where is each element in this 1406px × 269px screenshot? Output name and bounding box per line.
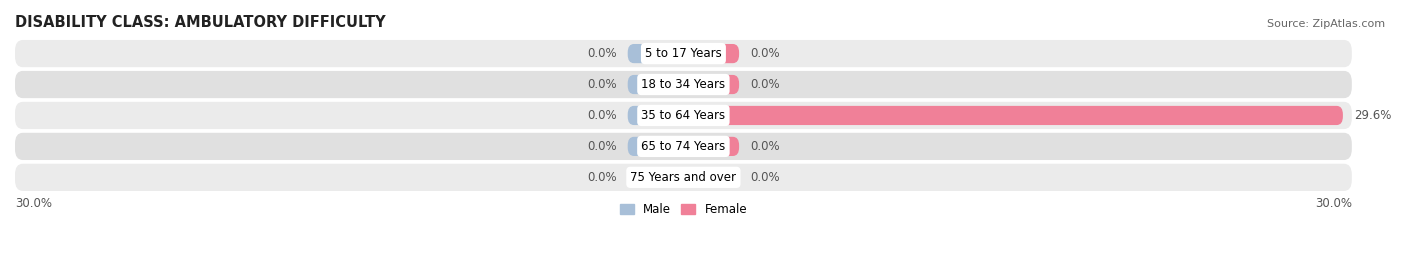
Text: 0.0%: 0.0% bbox=[586, 140, 617, 153]
Legend: Male, Female: Male, Female bbox=[614, 199, 752, 221]
FancyBboxPatch shape bbox=[627, 75, 683, 94]
Text: 0.0%: 0.0% bbox=[586, 109, 617, 122]
Text: 0.0%: 0.0% bbox=[586, 171, 617, 184]
Text: 18 to 34 Years: 18 to 34 Years bbox=[641, 78, 725, 91]
FancyBboxPatch shape bbox=[683, 44, 740, 63]
FancyBboxPatch shape bbox=[15, 164, 1351, 191]
FancyBboxPatch shape bbox=[683, 137, 740, 156]
Text: 0.0%: 0.0% bbox=[586, 47, 617, 60]
Text: 30.0%: 30.0% bbox=[1315, 197, 1351, 210]
Text: 29.6%: 29.6% bbox=[1354, 109, 1392, 122]
FancyBboxPatch shape bbox=[683, 106, 1343, 125]
Text: 0.0%: 0.0% bbox=[751, 140, 780, 153]
Text: 0.0%: 0.0% bbox=[751, 78, 780, 91]
FancyBboxPatch shape bbox=[627, 137, 683, 156]
Text: Source: ZipAtlas.com: Source: ZipAtlas.com bbox=[1267, 19, 1385, 29]
Text: 0.0%: 0.0% bbox=[586, 78, 617, 91]
Text: 0.0%: 0.0% bbox=[751, 171, 780, 184]
FancyBboxPatch shape bbox=[15, 40, 1351, 67]
FancyBboxPatch shape bbox=[683, 168, 740, 187]
Text: DISABILITY CLASS: AMBULATORY DIFFICULTY: DISABILITY CLASS: AMBULATORY DIFFICULTY bbox=[15, 15, 385, 30]
FancyBboxPatch shape bbox=[683, 75, 740, 94]
FancyBboxPatch shape bbox=[15, 133, 1351, 160]
Text: 35 to 64 Years: 35 to 64 Years bbox=[641, 109, 725, 122]
Text: 0.0%: 0.0% bbox=[751, 47, 780, 60]
Text: 65 to 74 Years: 65 to 74 Years bbox=[641, 140, 725, 153]
Text: 75 Years and over: 75 Years and over bbox=[630, 171, 737, 184]
FancyBboxPatch shape bbox=[15, 102, 1351, 129]
FancyBboxPatch shape bbox=[627, 106, 683, 125]
FancyBboxPatch shape bbox=[627, 44, 683, 63]
Text: 30.0%: 30.0% bbox=[15, 197, 52, 210]
FancyBboxPatch shape bbox=[15, 71, 1351, 98]
Text: 5 to 17 Years: 5 to 17 Years bbox=[645, 47, 721, 60]
FancyBboxPatch shape bbox=[627, 168, 683, 187]
